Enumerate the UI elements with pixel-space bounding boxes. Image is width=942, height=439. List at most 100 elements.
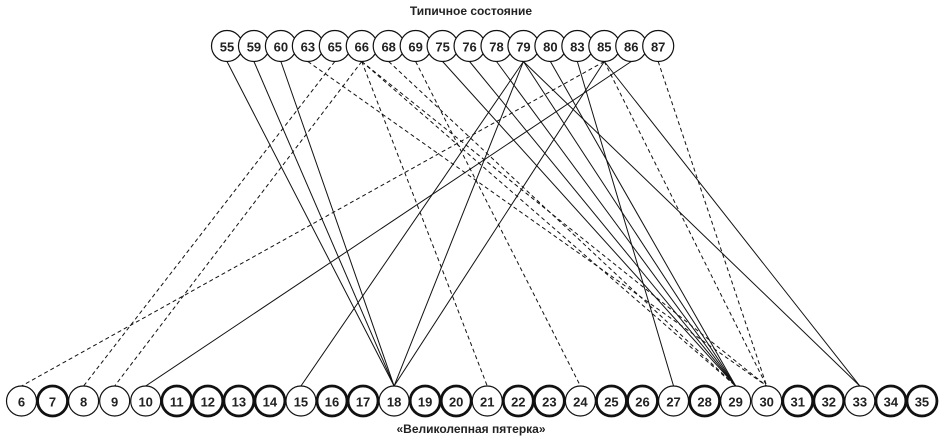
node-label: 18 <box>387 395 401 410</box>
node-label: 13 <box>232 395 246 410</box>
node-label: 11 <box>170 395 184 410</box>
bottom-node-23: 23 <box>532 384 566 418</box>
edge-79-15 <box>300 61 524 387</box>
node-label: 15 <box>294 395 308 410</box>
edge-79-33 <box>523 61 861 387</box>
bottom-node-11: 11 <box>160 384 194 418</box>
bottom-node-14: 14 <box>253 384 287 418</box>
bottom-node-7: 7 <box>36 384 69 418</box>
top-node-83: 83 <box>561 29 594 63</box>
bottom-node-16: 16 <box>315 384 349 418</box>
edge-80-29 <box>549 61 737 387</box>
node-label: 83 <box>570 40 584 55</box>
node-label: 22 <box>511 395 525 410</box>
node-label: 65 <box>328 40 342 55</box>
node-label: 80 <box>543 40 557 55</box>
node-label: 24 <box>573 395 588 410</box>
node-circle <box>720 385 752 417</box>
bottom-node-12: 12 <box>191 384 225 418</box>
edge-60-18 <box>280 61 395 387</box>
top-node-66: 66 <box>345 29 378 63</box>
top-node-69: 69 <box>399 29 432 63</box>
node-label: 29 <box>728 395 742 410</box>
node-label: 63 <box>301 40 315 55</box>
edge-layer <box>21 61 861 387</box>
node-circle <box>36 384 69 418</box>
edge-66-30 <box>361 61 768 387</box>
top-node-85: 85 <box>588 29 621 63</box>
edge-76-29 <box>469 61 737 387</box>
node-label: 34 <box>884 395 899 410</box>
edge-75-29 <box>442 61 737 387</box>
edge-59-18 <box>253 61 395 387</box>
top-node-63: 63 <box>291 29 324 63</box>
top-node-86: 86 <box>615 29 648 63</box>
edge-65-8 <box>83 61 336 387</box>
top-node-78: 78 <box>480 29 513 63</box>
bottom-node-24: 24 <box>564 385 597 417</box>
edge-66-29 <box>361 61 736 387</box>
edge-85-30 <box>603 61 768 387</box>
node-label: 12 <box>201 395 215 410</box>
node-label: 60 <box>274 40 288 55</box>
node-label: 16 <box>325 395 339 410</box>
node-label: 31 <box>791 395 805 410</box>
bottom-node-17: 17 <box>346 384 380 418</box>
edge-85-18 <box>393 61 605 387</box>
node-label: 55 <box>220 40 234 55</box>
top-node-65: 65 <box>318 29 351 63</box>
node-label: 20 <box>449 395 463 410</box>
edge-79-29 <box>523 61 737 387</box>
bottom-node-34: 34 <box>874 384 908 418</box>
bottom-node-18: 18 <box>378 385 410 417</box>
edge-85-6 <box>21 61 605 387</box>
edge-68-29 <box>388 61 736 387</box>
node-label: 6 <box>18 395 25 410</box>
bottom-node-27: 27 <box>657 385 690 417</box>
bottom-node-31: 31 <box>781 384 815 418</box>
bottom-node-29: 29 <box>720 385 752 417</box>
node-circle <box>905 384 939 418</box>
bottom-node-28: 28 <box>688 384 721 418</box>
node-circle <box>253 384 287 418</box>
node-circle <box>99 385 131 417</box>
node-label: 19 <box>418 395 432 410</box>
edge-87-30 <box>657 61 768 387</box>
bottom-node-21: 21 <box>471 385 503 417</box>
bottom-node-19: 19 <box>408 384 442 418</box>
edge-79-18 <box>393 61 524 387</box>
node-label: 7 <box>49 395 56 410</box>
bottom-node-15: 15 <box>285 385 317 417</box>
node-label: 8 <box>80 395 87 410</box>
node-label: 25 <box>604 395 618 410</box>
node-label: 68 <box>381 40 395 55</box>
edge-85-33 <box>603 61 861 387</box>
top-node-87: 87 <box>642 29 675 63</box>
bottom-node-30: 30 <box>751 385 783 417</box>
top-group-title: Типичное состояние <box>409 4 533 18</box>
bottom-node-6: 6 <box>5 385 38 417</box>
bottom-node-32: 32 <box>812 384 846 418</box>
node-label: 9 <box>111 395 118 410</box>
node-label: 35 <box>915 395 929 410</box>
edge-66-9 <box>114 61 363 387</box>
node-circle <box>642 29 675 63</box>
edge-66-21 <box>361 61 488 387</box>
top-node-60: 60 <box>264 29 297 63</box>
bottom-node-10: 10 <box>130 385 162 417</box>
node-label: 10 <box>138 395 152 410</box>
node-label: 79 <box>516 40 530 55</box>
bottom-group-title: «Великолепная пятерка» <box>396 422 546 436</box>
top-node-row: 55 59 60 63 65 66 68 69 75 76 78 79 80 83 85 86 87 <box>210 29 675 63</box>
node-label: 76 <box>462 40 476 55</box>
node-circle <box>688 384 721 418</box>
bottom-node-33: 33 <box>844 385 876 417</box>
node-circle <box>812 384 846 418</box>
bottom-node-22: 22 <box>501 384 535 418</box>
edge-86-10 <box>145 61 632 387</box>
node-label: 69 <box>408 40 422 55</box>
node-circle <box>67 385 100 417</box>
node-label: 86 <box>624 40 638 55</box>
node-label: 32 <box>822 395 836 410</box>
